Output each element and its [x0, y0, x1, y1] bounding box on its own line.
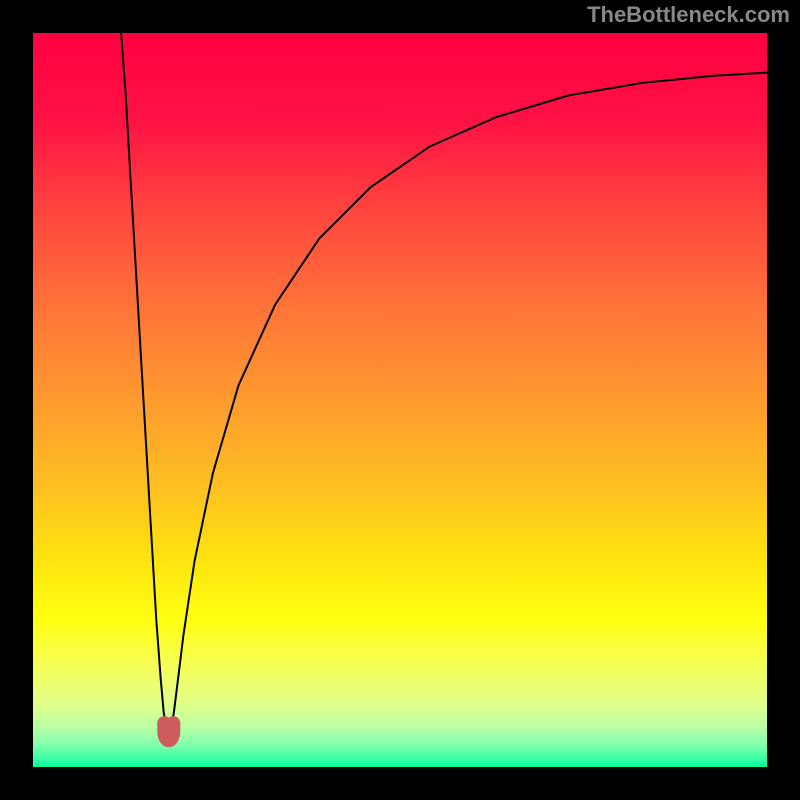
chart-container: TheBottleneck.com	[0, 0, 800, 800]
cusp-marker	[164, 723, 173, 740]
bottleneck-chart	[0, 0, 800, 800]
